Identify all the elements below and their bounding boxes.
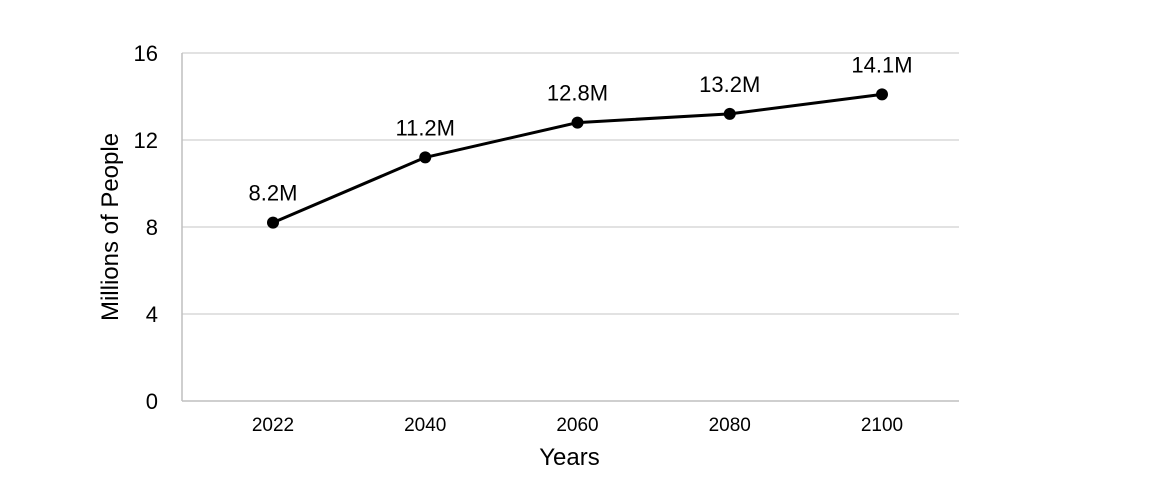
data-labels: 8.2M 11.2M 12.8M 13.2M 14.1M xyxy=(249,52,913,205)
x-tick-label: 2040 xyxy=(404,415,446,436)
series-line-path xyxy=(272,92,883,225)
y-tick-label: 12 xyxy=(134,128,158,153)
data-point-marker xyxy=(267,216,279,229)
y-tick-label: 0 xyxy=(146,389,158,414)
data-markers xyxy=(267,88,888,229)
x-tick-label: 2060 xyxy=(556,415,598,436)
y-axis-label: Millions of People xyxy=(97,133,124,321)
gridlines xyxy=(182,52,959,315)
data-label: 12.8M xyxy=(547,81,608,106)
data-point-marker xyxy=(419,151,432,164)
y-tick-label: 16 xyxy=(134,41,158,66)
y-tick-label: 8 xyxy=(146,215,158,240)
data-point-marker xyxy=(571,116,584,129)
data-label: 8.2M xyxy=(249,181,298,206)
data-label: 14.1M xyxy=(851,52,912,77)
axes xyxy=(181,53,959,402)
x-tick-label: 2100 xyxy=(861,415,903,436)
data-label: 13.2M xyxy=(699,72,760,97)
x-tick-label: 2022 xyxy=(252,415,294,436)
data-label: 11.2M xyxy=(395,115,455,140)
y-tick-labels: 0 4 8 12 16 xyxy=(134,41,158,414)
x-tick-labels: 2022 2040 2060 2080 2100 xyxy=(252,415,903,436)
x-axis-label: Years xyxy=(539,444,600,471)
x-tick-label: 2080 xyxy=(709,415,751,436)
data-point-marker xyxy=(723,107,736,120)
series-line xyxy=(272,92,883,225)
data-point-marker xyxy=(876,88,888,101)
y-tick-label: 4 xyxy=(146,302,158,327)
